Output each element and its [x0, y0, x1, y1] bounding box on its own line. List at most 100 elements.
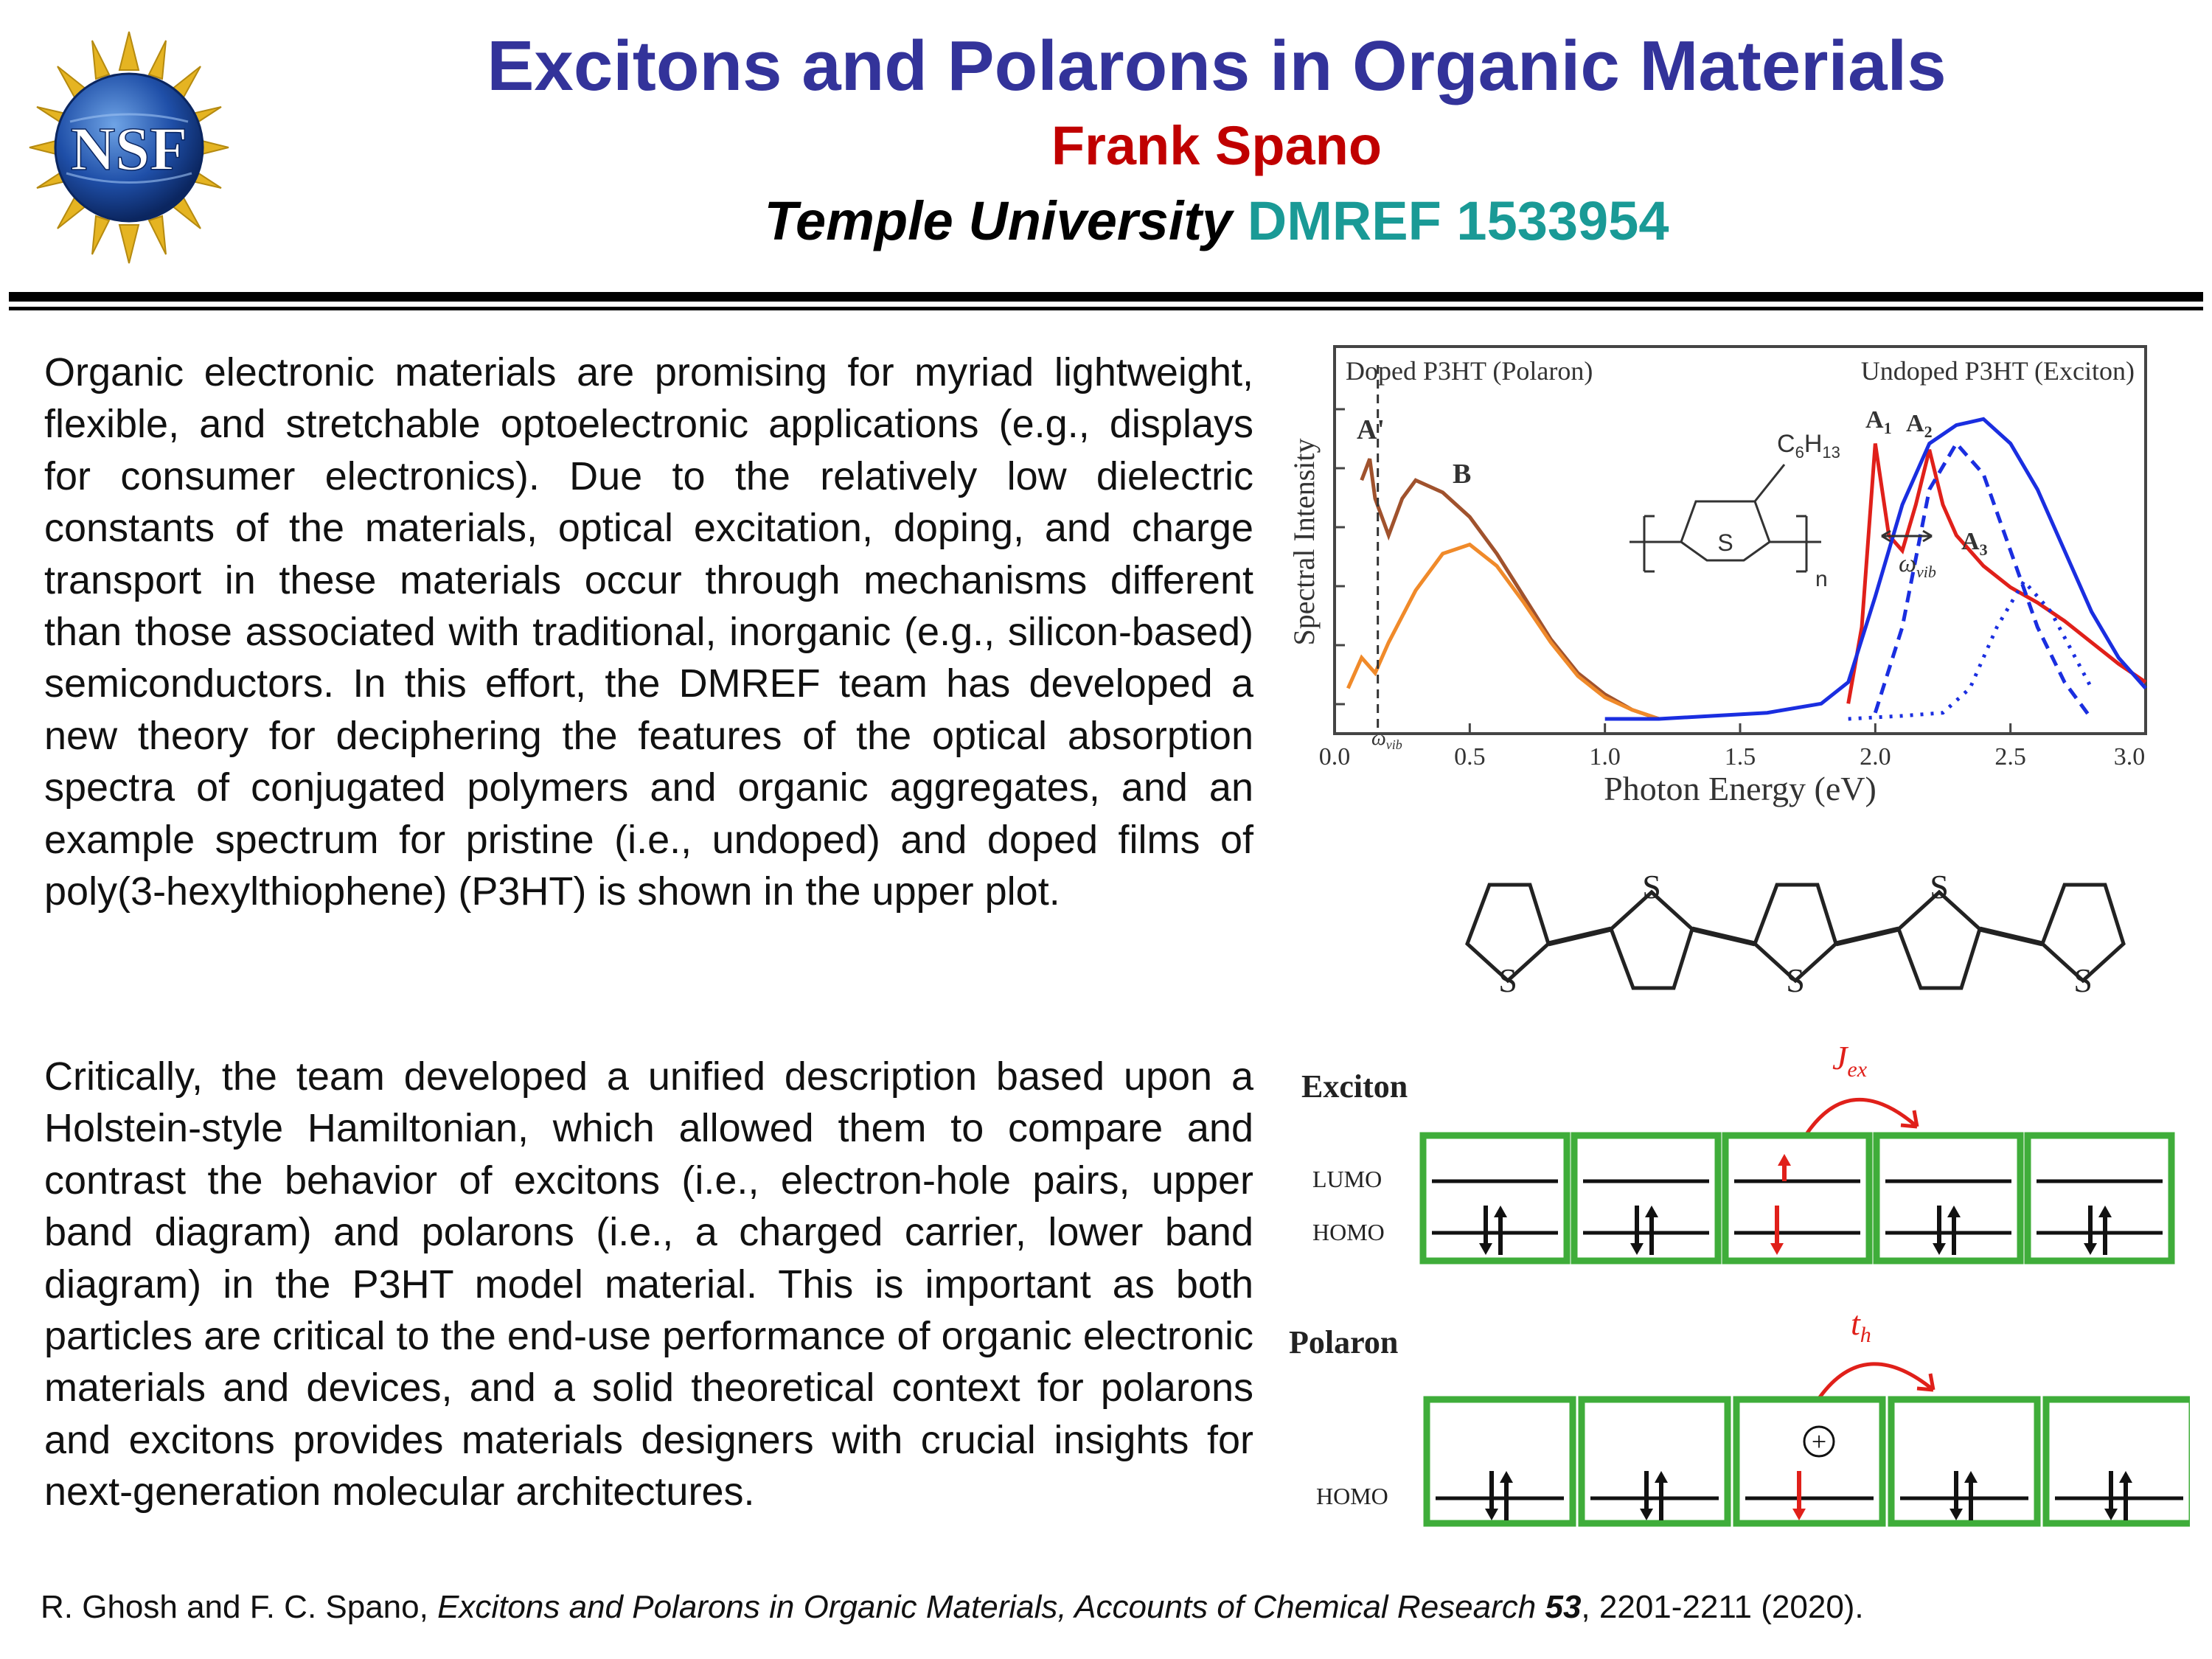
grant-number: DMREF 1533954	[1247, 190, 1669, 251]
spin-up-arrowhead	[1778, 1154, 1791, 1166]
polaron-hop-arrow	[1818, 1362, 1935, 1399]
x-tick-label: 0.0	[1319, 743, 1351, 771]
spin-up-arrowhead	[2098, 1206, 2112, 1217]
sulfur-label-3: S	[1786, 961, 1805, 999]
polaron-site-5	[2042, 1396, 2190, 1527]
nsf-logo: NSF	[29, 31, 229, 264]
x-axis-label: Photon Energy (eV)	[1604, 770, 1877, 807]
label-doped: Doped P3HT (Polaron)	[1346, 356, 1593, 386]
exciton-coupling-label: Jex	[1832, 1040, 1868, 1082]
monomer-substituent: C6H13	[1777, 430, 1840, 462]
spin-down-arrowhead	[1640, 1509, 1653, 1520]
peak-label-a2: A2	[1906, 410, 1933, 441]
spin-up-arrowhead	[1645, 1206, 1658, 1217]
p3ht-monomer-structure	[1630, 464, 1821, 573]
series-line-6	[1848, 578, 2093, 721]
spin-down-arrowhead	[1479, 1243, 1492, 1255]
exciton-site-4	[1873, 1132, 2024, 1265]
monomer-sulfur: S	[1717, 529, 1733, 556]
spin-up-arrowhead	[1947, 1206, 1961, 1217]
site-box	[1873, 1132, 2024, 1265]
plot-curves	[1346, 365, 2147, 734]
y-ticks	[1335, 408, 1345, 706]
polaron-site-4	[1888, 1396, 2041, 1527]
oligothiophene-structure: S S S S S	[1465, 870, 2126, 999]
spin-up-arrowhead	[1655, 1471, 1668, 1483]
spin-down-arrowhead	[2104, 1509, 2118, 1520]
site-box	[1571, 1132, 1722, 1265]
series-line-4	[1604, 417, 2147, 721]
series-line-2	[1346, 542, 1660, 721]
x-tick-label: 3.0	[2114, 743, 2146, 771]
spin-up-arrowhead	[2119, 1471, 2132, 1483]
band-diagrams: Exciton LUMO HOMO Jex Polaron HOMO th +	[1289, 1040, 2190, 1527]
polaron-cells: +	[1423, 1396, 2190, 1527]
body-paragraph-1: Organic electronic materials are promisi…	[44, 350, 1253, 914]
citation-volume: 53	[1545, 1589, 1582, 1625]
site-box	[1888, 1396, 2041, 1527]
polaron-site-2	[1578, 1396, 1731, 1527]
polaron-homo-label: HOMO	[1316, 1483, 1388, 1509]
site-box	[1578, 1396, 1731, 1527]
header-divider-thin	[9, 307, 2203, 310]
x-ticks: 0.0 0.5 1.0 1.5 2.0 2.5 3.0	[1319, 723, 2147, 771]
spin-down-arrowhead	[1770, 1243, 1784, 1255]
hole-symbol	[1803, 1425, 1835, 1458]
exciton-site-5	[2024, 1132, 2175, 1265]
site-box	[1722, 1132, 1873, 1265]
peak-label-b: B	[1453, 459, 1471, 490]
sulfur-label-5: S	[2073, 961, 2093, 999]
spin-up-arrowhead	[1500, 1471, 1513, 1483]
site-box	[1733, 1396, 1886, 1527]
polaron-coupling-label: th	[1851, 1304, 1871, 1347]
spin-down-arrowhead	[1950, 1509, 1963, 1520]
omega-vib-label: ωvib	[1899, 550, 1936, 581]
polaron-site-1	[1423, 1396, 1576, 1527]
sulfur-label-1: S	[1498, 961, 1517, 999]
series-line-1	[1360, 458, 1660, 721]
x-tick-label: 1.0	[1589, 743, 1621, 771]
series-line-5	[1873, 440, 2093, 720]
spin-down-arrowhead	[1485, 1509, 1498, 1520]
peak-label-a3: A3	[1961, 528, 1988, 559]
institution-line: Temple University DMREF 1533954	[413, 184, 2020, 258]
site-box	[1419, 1132, 1571, 1265]
author-name: Frank Spano	[1051, 115, 1382, 176]
sulfur-label-4: S	[1930, 870, 1949, 905]
body-paragraph-2: Critically, the team developed a unified…	[44, 1054, 1253, 1514]
page-title: Excitons and Polarons in Organic Materia…	[487, 27, 1947, 105]
spin-down-arrowhead	[1630, 1243, 1644, 1255]
citation-authors: R. Ghosh and F. C. Spano,	[41, 1589, 438, 1625]
omega-vib-axis-label: ωvib	[1371, 727, 1402, 752]
spin-down-arrowhead	[2084, 1243, 2097, 1255]
peak-label-a-prime: A'	[1357, 414, 1385, 445]
site-box	[2024, 1132, 2175, 1265]
x-tick-label: 0.5	[1454, 743, 1486, 771]
polaron-site-3: +	[1733, 1396, 1886, 1527]
polaron-label: Polaron	[1289, 1324, 1398, 1360]
peak-label-a1: A1	[1865, 406, 1892, 437]
sulfur-label-2: S	[1642, 870, 1661, 905]
citation: R. Ghosh and F. C. Spano, Excitons and P…	[41, 1589, 1864, 1626]
institution-name: Temple University	[764, 190, 1233, 251]
exciton-site-1	[1419, 1132, 1571, 1265]
spin-up-arrowhead	[1964, 1471, 1978, 1483]
header-divider-thick	[9, 292, 2203, 302]
logo-text: NSF	[71, 115, 188, 184]
exciton-hop-arrow	[1804, 1097, 1919, 1135]
exciton-homo-label: HOMO	[1312, 1219, 1385, 1245]
exciton-cells	[1419, 1132, 2175, 1265]
monomer-n-subscript: n	[1815, 567, 1828, 591]
x-tick-label: 2.0	[1860, 743, 1891, 771]
x-tick-label: 1.5	[1725, 743, 1756, 771]
omega-vib-arrow	[1881, 529, 1933, 543]
x-tick-label: 2.5	[1994, 743, 2026, 771]
exciton-lumo-label: LUMO	[1312, 1166, 1382, 1192]
site-box	[1423, 1396, 1576, 1527]
citation-title: Excitons and Polarons in Organic Materia…	[437, 1589, 1545, 1625]
y-axis-label: Spectral Intensity	[1287, 438, 1321, 645]
spin-down-arrowhead	[1933, 1243, 1946, 1255]
exciton-label: Exciton	[1301, 1068, 1408, 1105]
absorption-spectrum-chart: 0.0 0.5 1.0 1.5 2.0 2.5 3.0 Spectral Intensity…	[1287, 345, 2147, 807]
citation-pages: , 2201-2211 (2020).	[1581, 1589, 1864, 1625]
